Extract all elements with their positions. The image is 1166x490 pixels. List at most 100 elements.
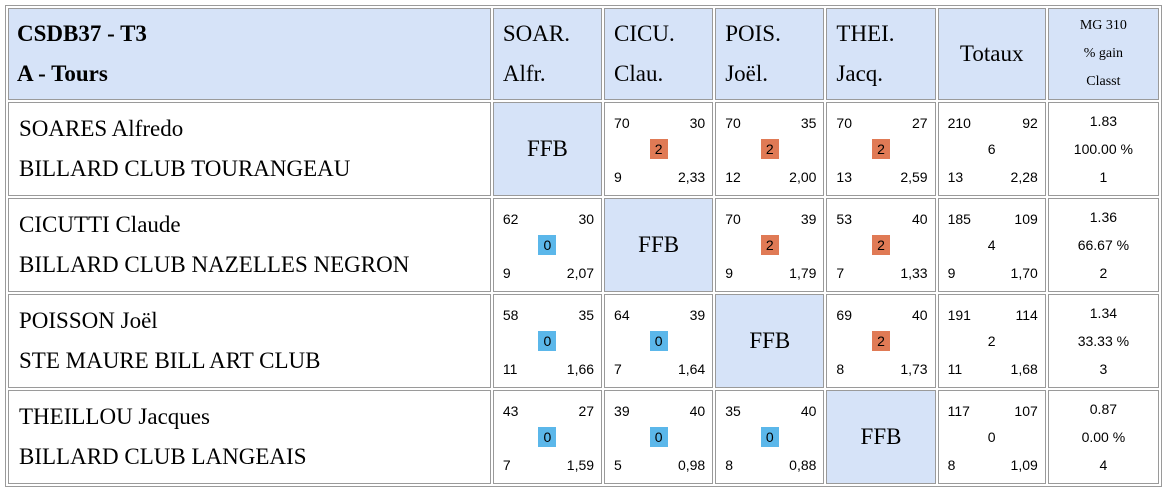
total-innings: 8 bbox=[947, 457, 956, 473]
total-innings: 9 bbox=[947, 265, 956, 281]
match-points: 62 bbox=[502, 211, 519, 227]
player-cell: POISSON Joël STE MAURE BILL ART CLUB bbox=[8, 294, 491, 388]
totals-cell: 185 109 4 9 1,70 bbox=[937, 198, 1046, 292]
match-cell: 70 39 2 9 1,79 bbox=[715, 198, 825, 292]
column-header-player-2: CICU. Clau. bbox=[604, 8, 714, 100]
match-opponent-points: 30 bbox=[578, 211, 595, 227]
match-points: 70 bbox=[725, 211, 741, 227]
match-cell: 58 35 0 11 1,66 bbox=[492, 294, 603, 388]
total-opponent-points: 114 bbox=[1015, 307, 1038, 323]
column-header-player-4: THEI. Jacq. bbox=[826, 8, 936, 100]
self-match-cell: FFB bbox=[826, 390, 936, 484]
total-innings: 11 bbox=[947, 361, 963, 377]
player-row: CICUTTI Claude BILLARD CLUB NAZELLES NEG… bbox=[8, 198, 1159, 292]
match-innings: 12 bbox=[725, 169, 741, 185]
general-average: 0.87 bbox=[1089, 401, 1118, 417]
match-cell: 70 30 2 9 2,33 bbox=[604, 102, 714, 196]
match-result-badge: 2 bbox=[872, 331, 890, 351]
match-innings: 5 bbox=[614, 457, 622, 473]
column-header-player-3: POIS. Joël. bbox=[715, 8, 825, 100]
column-header-totals: Totaux bbox=[937, 8, 1046, 100]
match-average: 2,59 bbox=[900, 169, 928, 185]
match-points: 70 bbox=[725, 115, 741, 131]
match-innings: 13 bbox=[836, 169, 852, 185]
total-average: 1,09 bbox=[1010, 457, 1038, 473]
player-cell: CICUTTI Claude BILLARD CLUB NAZELLES NEG… bbox=[8, 198, 491, 292]
match-result-badge: 0 bbox=[538, 331, 557, 351]
match-average: 1,66 bbox=[566, 361, 595, 377]
stats-cell: 1.83 100.00 % 1 bbox=[1047, 102, 1159, 196]
match-cell: 70 35 2 12 2,00 bbox=[715, 102, 825, 196]
self-match-cell: FFB bbox=[604, 198, 714, 292]
match-opponent-points: 27 bbox=[912, 115, 928, 131]
total-innings: 13 bbox=[947, 169, 964, 185]
match-result-badge: 0 bbox=[649, 331, 668, 351]
match-opponent-points: 40 bbox=[912, 307, 928, 323]
match-opponent-points: 40 bbox=[689, 403, 706, 419]
match-average: 1,64 bbox=[677, 361, 706, 377]
match-opponent-points: 35 bbox=[800, 115, 817, 131]
match-result-badge: 0 bbox=[538, 427, 557, 447]
match-average: 2,00 bbox=[789, 169, 817, 185]
stats-cell: 1.34 33.33 % 3 bbox=[1047, 294, 1159, 388]
player-club: STE MAURE BILL ART CLUB bbox=[19, 348, 321, 373]
ranking: 4 bbox=[1099, 457, 1108, 473]
total-match-points: 0 bbox=[987, 429, 996, 445]
player-cell: SOARES Alfredo BILLARD CLUB TOURANGEAU bbox=[8, 102, 491, 196]
match-average: 0,88 bbox=[789, 457, 817, 473]
general-average: 1.36 bbox=[1089, 209, 1118, 225]
match-innings: 7 bbox=[614, 361, 622, 377]
match-points: 43 bbox=[502, 403, 519, 419]
match-points: 53 bbox=[836, 211, 852, 227]
match-result-badge: 2 bbox=[760, 235, 779, 255]
match-average: 1,79 bbox=[789, 265, 817, 281]
match-opponent-points: 39 bbox=[800, 211, 817, 227]
match-cell: 39 40 0 5 0,98 bbox=[604, 390, 714, 484]
total-opponent-points: 107 bbox=[1014, 403, 1038, 419]
self-match-cell: FFB bbox=[492, 102, 603, 196]
match-points: 64 bbox=[614, 307, 630, 323]
match-average: 1,73 bbox=[900, 361, 928, 377]
results-grid: CSDB37 - T3 A - Tours SOAR. Alfr. CICU. … bbox=[6, 6, 1161, 486]
column-header-player-1: SOAR. Alfr. bbox=[492, 8, 603, 100]
match-points: 35 bbox=[725, 403, 741, 419]
match-opponent-points: 40 bbox=[800, 403, 817, 419]
player-name: THEILLOU Jacques bbox=[19, 404, 210, 429]
player-name: POISSON Joël bbox=[19, 308, 158, 333]
match-points: 69 bbox=[836, 307, 852, 323]
total-match-points: 4 bbox=[987, 237, 996, 253]
match-points: 39 bbox=[614, 403, 630, 419]
match-opponent-points: 30 bbox=[689, 115, 706, 131]
match-result-badge: 2 bbox=[872, 139, 890, 159]
match-innings: 9 bbox=[502, 265, 511, 281]
player-cell: THEILLOU Jacques BILLARD CLUB LANGEAIS bbox=[8, 390, 491, 484]
match-innings: 7 bbox=[836, 265, 845, 281]
match-innings: 9 bbox=[725, 265, 734, 281]
total-points: 191 bbox=[947, 307, 971, 323]
player-name: CICUTTI Claude bbox=[19, 212, 181, 237]
match-average: 0,98 bbox=[677, 457, 706, 473]
total-average: 2,28 bbox=[1010, 169, 1038, 185]
player-club: BILLARD CLUB NAZELLES NEGRON bbox=[19, 252, 410, 277]
win-percentage: 0.00 % bbox=[1081, 429, 1126, 445]
player-club: BILLARD CLUB LANGEAIS bbox=[19, 444, 307, 469]
match-average: 1,33 bbox=[900, 265, 928, 281]
total-match-points: 2 bbox=[987, 333, 996, 349]
match-innings: 8 bbox=[836, 361, 845, 377]
stats-cell: 0.87 0.00 % 4 bbox=[1047, 390, 1159, 484]
total-average: 1,68 bbox=[1010, 361, 1038, 377]
match-result-badge: 0 bbox=[649, 427, 668, 447]
ranking: 1 bbox=[1099, 169, 1108, 185]
win-percentage: 33.33 % bbox=[1077, 333, 1130, 349]
total-opponent-points: 92 bbox=[1022, 115, 1038, 131]
total-points: 210 bbox=[947, 115, 971, 131]
general-average: 1.83 bbox=[1089, 113, 1118, 129]
total-points: 185 bbox=[947, 211, 971, 227]
player-club: BILLARD CLUB TOURANGEAU bbox=[19, 156, 351, 181]
match-innings: 8 bbox=[725, 457, 734, 473]
general-average: 1.34 bbox=[1089, 305, 1118, 321]
total-match-points: 6 bbox=[987, 141, 996, 157]
total-average: 1,70 bbox=[1010, 265, 1038, 281]
match-cell: 53 40 2 7 1,33 bbox=[826, 198, 936, 292]
poule-name: A - Tours bbox=[17, 61, 108, 86]
